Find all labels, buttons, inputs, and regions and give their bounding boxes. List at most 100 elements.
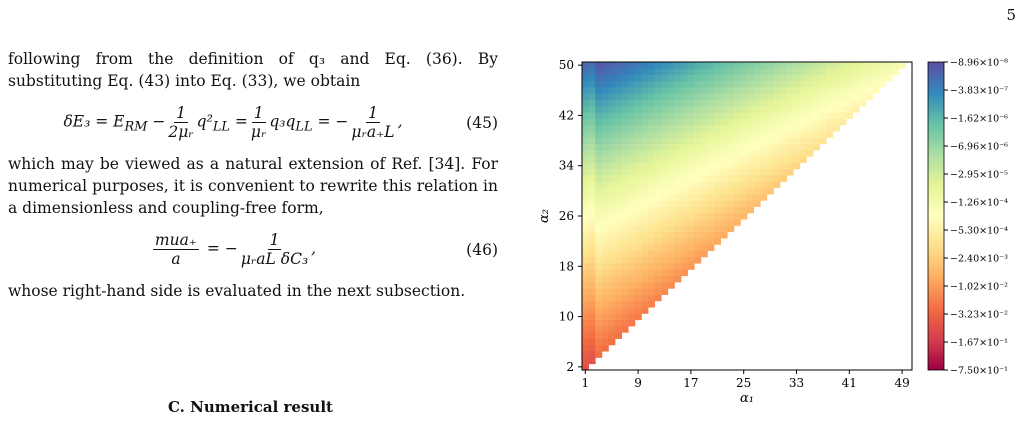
heatmap-cell bbox=[780, 118, 787, 126]
heatmap-cell bbox=[608, 326, 616, 333]
heatmap-cell bbox=[799, 68, 807, 75]
heatmap-cell bbox=[615, 294, 622, 302]
heatmap-cell bbox=[694, 175, 702, 182]
heatmap-cell bbox=[766, 68, 774, 75]
heatmap-cell bbox=[733, 143, 741, 151]
heatmap-cell bbox=[687, 162, 695, 170]
heatmap-cell bbox=[648, 99, 655, 107]
heatmap-cell bbox=[588, 231, 596, 239]
heatmap-cell bbox=[608, 225, 616, 233]
heatmap-cell bbox=[780, 93, 787, 101]
heatmap-cell bbox=[879, 80, 886, 88]
heatmap-cell bbox=[720, 231, 728, 239]
heatmap-cell bbox=[588, 106, 596, 113]
heatmap-cell bbox=[799, 62, 807, 69]
heatmap-cell bbox=[608, 62, 616, 69]
heatmap-cell bbox=[700, 137, 708, 145]
heatmap-cell bbox=[793, 68, 801, 75]
heatmap-cell bbox=[608, 319, 616, 327]
heatmap-cell bbox=[694, 99, 702, 107]
heatmap-cell bbox=[601, 275, 609, 283]
heatmap-cell bbox=[780, 150, 787, 157]
heatmap-cell bbox=[885, 68, 893, 75]
heatmap-cell bbox=[727, 225, 735, 233]
heatmap-cell bbox=[720, 168, 728, 176]
heatmap-cell bbox=[582, 244, 589, 251]
heatmap-cell bbox=[720, 225, 728, 233]
x-tick-label: 33 bbox=[789, 376, 804, 390]
heatmap-cell bbox=[674, 269, 682, 277]
heatmap-cell bbox=[588, 212, 596, 220]
heatmap-cell bbox=[700, 244, 708, 251]
heatmap-cell bbox=[694, 93, 702, 101]
heatmap-cell bbox=[648, 131, 655, 138]
heatmap-cell bbox=[681, 118, 688, 126]
heatmap-cell bbox=[760, 156, 768, 163]
heatmap-cell bbox=[595, 338, 603, 346]
heatmap-cell bbox=[641, 275, 649, 283]
heatmap-cell bbox=[786, 106, 794, 113]
heatmap-cell bbox=[773, 112, 781, 119]
heatmap-cell bbox=[661, 168, 669, 176]
heatmap-cell bbox=[608, 212, 616, 220]
y-tick-label: 26 bbox=[559, 209, 574, 223]
heatmap-cell bbox=[793, 93, 801, 101]
heatmap-cell bbox=[687, 244, 695, 251]
heatmap-cell bbox=[753, 194, 761, 201]
heatmap-cell bbox=[621, 294, 629, 302]
heatmap-cell bbox=[595, 118, 603, 126]
heatmap-cell bbox=[780, 156, 787, 163]
heatmap-cell bbox=[654, 194, 662, 201]
heatmap-cell bbox=[727, 175, 735, 182]
heatmap-cell bbox=[826, 93, 834, 101]
heatmap-cell bbox=[654, 269, 662, 277]
x-tick-label: 17 bbox=[683, 376, 698, 390]
heatmap-cell bbox=[727, 206, 735, 214]
heatmap-cell bbox=[846, 68, 853, 75]
heatmap-cell bbox=[813, 143, 820, 151]
colorbar bbox=[927, 61, 945, 371]
heatmap-cell bbox=[700, 112, 708, 119]
heatmap-cell bbox=[628, 269, 636, 277]
heatmap-cell bbox=[793, 99, 801, 107]
heatmap-cell bbox=[799, 74, 807, 82]
heatmap-cell bbox=[839, 87, 847, 94]
heatmap-cell bbox=[661, 106, 669, 113]
heatmap-cell bbox=[806, 87, 814, 94]
heatmap-cell bbox=[654, 137, 662, 145]
heatmap-cell bbox=[648, 206, 655, 214]
heatmap-cell bbox=[740, 118, 748, 126]
heatmap-cell bbox=[628, 238, 636, 245]
heatmap-cell bbox=[733, 156, 741, 163]
heatmap-cell bbox=[786, 87, 794, 94]
heatmap-cell bbox=[819, 87, 827, 94]
heatmap-cell bbox=[753, 112, 761, 119]
heatmap-cell bbox=[793, 150, 801, 157]
heatmap-cell bbox=[621, 181, 629, 189]
x-tick-label: 49 bbox=[894, 376, 909, 390]
heatmap-cell bbox=[641, 62, 649, 69]
heatmap-cell bbox=[667, 194, 675, 201]
heatmap-cell bbox=[720, 187, 728, 195]
heatmap-cell bbox=[780, 99, 787, 107]
heatmap-cell bbox=[582, 275, 589, 283]
heatmap-cell bbox=[707, 74, 715, 82]
heatmap-cell bbox=[608, 99, 616, 107]
heatmap-cell bbox=[813, 131, 820, 138]
heatmap-cell bbox=[654, 74, 662, 82]
heatmap-cell bbox=[714, 137, 721, 145]
heatmap-cell bbox=[648, 62, 655, 69]
heatmap-cell bbox=[634, 300, 642, 308]
heatmap-cell bbox=[714, 131, 721, 138]
heatmap-cell bbox=[714, 162, 721, 170]
heatmap-cell bbox=[694, 162, 702, 170]
heatmap-cell bbox=[786, 68, 794, 75]
heatmap-cell bbox=[648, 231, 655, 239]
heatmap-cell bbox=[793, 131, 801, 138]
heatmap-cell bbox=[661, 275, 669, 283]
heatmap-cell bbox=[661, 288, 669, 295]
heatmap-cell bbox=[582, 269, 589, 277]
heatmap-cell bbox=[601, 326, 609, 333]
heatmap-cell bbox=[621, 319, 629, 327]
heatmap-cell bbox=[733, 175, 741, 182]
